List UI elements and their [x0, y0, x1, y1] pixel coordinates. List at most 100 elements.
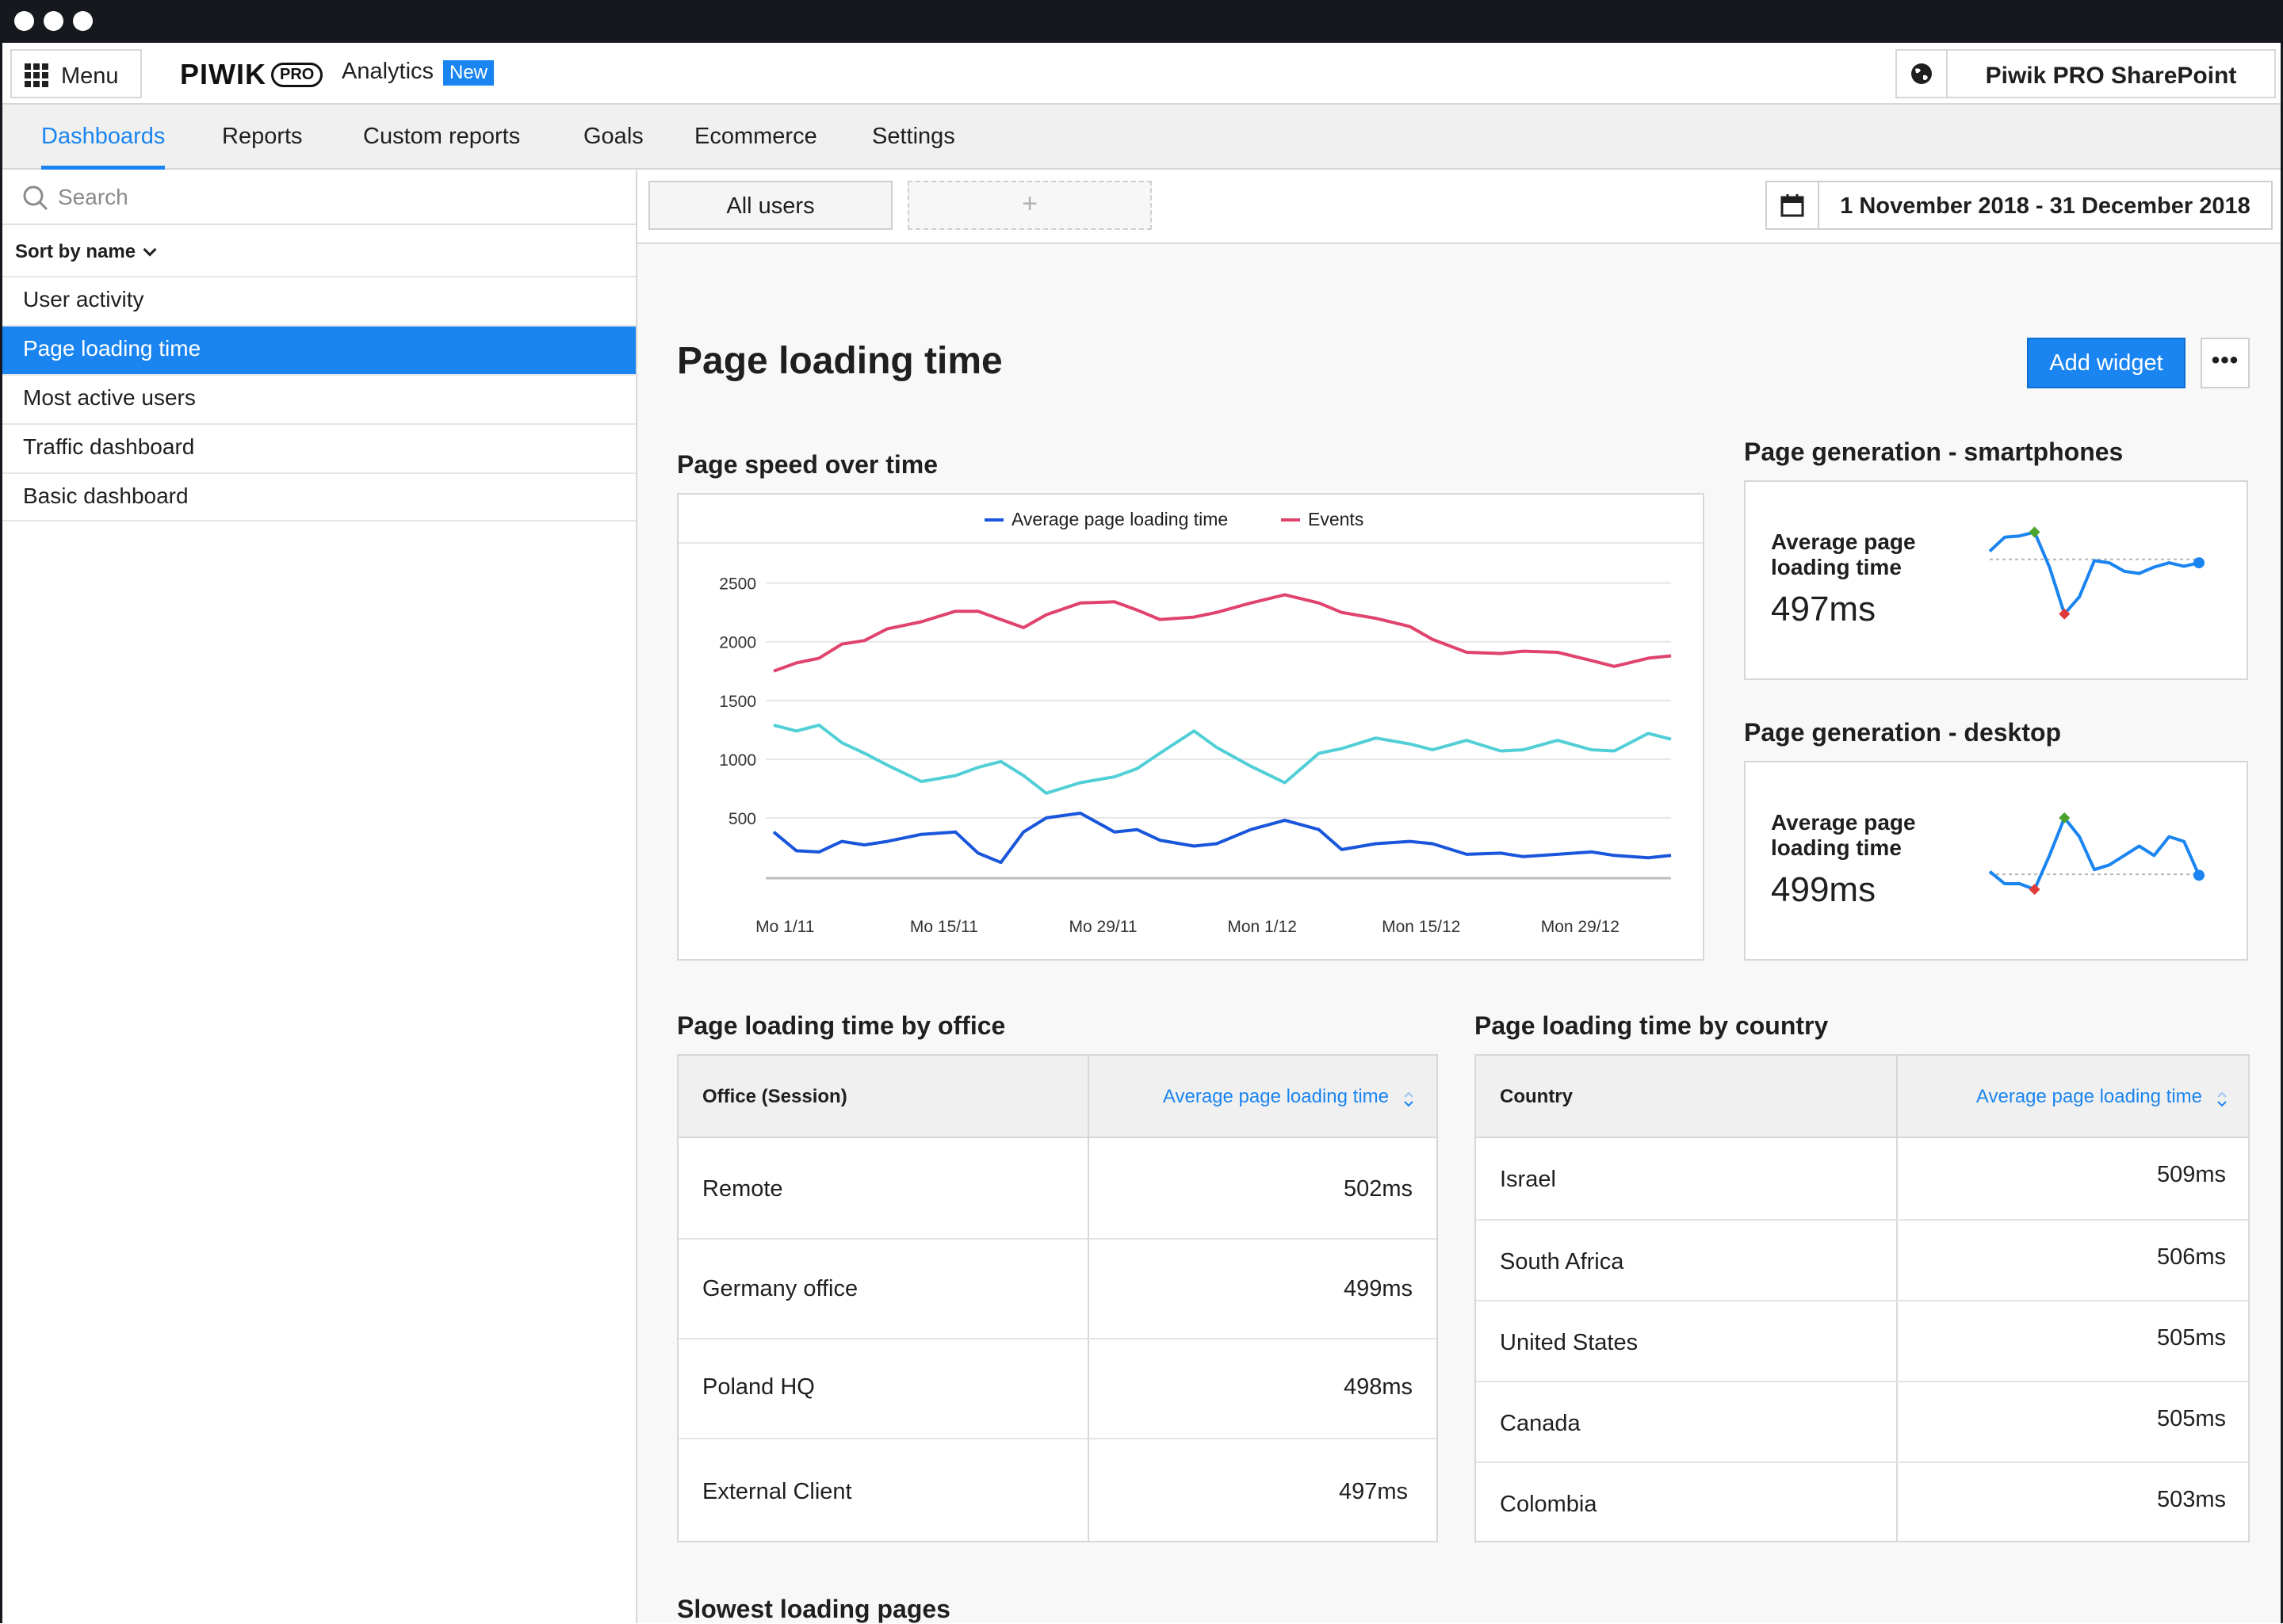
sort-icon[interactable]	[1403, 1091, 1414, 1108]
office-name: External Client	[702, 1479, 852, 1504]
country-name: Israel	[1500, 1167, 1556, 1192]
legend-swatch	[1281, 518, 1300, 522]
sidebar-item-most-active-users[interactable]: Most active users	[2, 374, 636, 423]
min-marker	[2029, 884, 2040, 896]
office-value: 502ms	[1343, 1176, 1413, 1202]
x-tick-label: Mon 29/12	[1541, 918, 1620, 936]
x-tick-label: Mon 1/12	[1227, 918, 1297, 936]
calendar-icon	[1767, 182, 1819, 228]
legend-item-avg-loading[interactable]: Average page loading time	[985, 509, 1228, 530]
country-name: Colombia	[1500, 1492, 1597, 1517]
office-name: Germany office	[702, 1276, 859, 1301]
smartphones-widget: Average page loading time 497ms	[1744, 480, 2248, 680]
table-row[interactable]: Colombia 503ms	[1476, 1462, 2248, 1541]
segment-button[interactable]: All users	[648, 181, 893, 230]
smartphones-title: Page generation - smartphones	[1744, 438, 2124, 466]
add-segment-button[interactable]: +	[908, 181, 1152, 230]
sort-icon[interactable]	[2216, 1091, 2228, 1108]
table-row[interactable]: Remote 502ms	[679, 1138, 1436, 1238]
tab-ecommerce[interactable]: Ecommerce	[694, 124, 817, 149]
office-table: Office (Session) Average page loading ti…	[677, 1054, 1438, 1542]
tab-dashboards[interactable]: Dashboards	[41, 124, 166, 170]
window-zoom-dot[interactable]	[73, 11, 93, 31]
site-selector[interactable]: Piwik PRO SharePoint	[1895, 49, 2276, 98]
table-row[interactable]: External Client 497ms	[679, 1438, 1436, 1541]
sidebar-item-traffic-dashboard[interactable]: Traffic dashboard	[2, 423, 636, 472]
table-row[interactable]: Canada 505ms	[1476, 1381, 2248, 1462]
office-value: 498ms	[1343, 1374, 1413, 1400]
line-chart-plot: 500 1000 1500 2000 2500 Mo 1/11 Mo 15/11 Mo 29/…	[719, 575, 1672, 936]
series-line	[773, 593, 1672, 673]
country-name: United States	[1500, 1330, 1639, 1355]
sparkline-path	[1988, 530, 2200, 616]
desktop-metric-label: Average page loading time	[1771, 810, 1916, 860]
more-options-button[interactable]: •••	[2201, 338, 2250, 388]
desktop-metric-value: 499ms	[1771, 870, 1876, 909]
smartphones-metric-value: 497ms	[1771, 590, 1876, 629]
search-input[interactable]	[58, 181, 613, 214]
series-line	[772, 812, 1672, 865]
table-row[interactable]: Poland HQ 498ms	[679, 1338, 1436, 1438]
y-tick-label: 2500	[719, 575, 756, 594]
dashboard-main: All users + 1 November 2018 - 31 Decembe…	[637, 170, 2281, 1623]
column-divider	[1088, 1056, 1089, 1541]
office-name: Poland HQ	[702, 1374, 815, 1400]
piwik-pro-logo[interactable]: PIWIK PRO	[180, 58, 323, 90]
logo-text: PIWIK	[180, 58, 266, 90]
sidebar-item-page-loading-time[interactable]: Page loading time	[2, 325, 636, 374]
globe-icon	[1897, 51, 1948, 97]
sort-dropdown[interactable]: Sort by name	[15, 241, 157, 263]
add-widget-button[interactable]: Add widget	[2027, 338, 2185, 388]
tab-reports[interactable]: Reports	[222, 124, 303, 149]
tab-custom-reports[interactable]: Custom reports	[363, 124, 521, 149]
country-name: Canada	[1500, 1411, 1581, 1436]
dashboard-sidebar: Sort by name User activity Page loading …	[2, 170, 637, 1623]
slowest-pages-title: Slowest loading pages	[677, 1595, 950, 1623]
date-range-picker[interactable]: 1 November 2018 - 31 December 2018	[1765, 181, 2273, 230]
chart-legend: Average page loading time Events	[679, 495, 1703, 544]
x-tick-label: Mo 29/11	[1069, 918, 1138, 936]
search-icon	[23, 185, 48, 211]
menu-button[interactable]: Menu	[10, 49, 142, 98]
avg-time-column-header[interactable]: Average page loading time	[1975, 1086, 2202, 1107]
y-tick-label: 500	[728, 810, 756, 828]
x-tick-label: Mo 1/11	[755, 918, 814, 936]
country-table-title: Page loading time by country	[1474, 1011, 1829, 1040]
new-badge: New	[443, 60, 495, 86]
min-marker	[2059, 608, 2071, 620]
date-range-label: 1 November 2018 - 31 December 2018	[1840, 193, 2250, 219]
table-row[interactable]: Germany office 499ms	[679, 1238, 1436, 1338]
page-speed-chart: Average page loading time Events 500 1000…	[677, 493, 1704, 961]
country-value: 505ms	[2156, 1406, 2226, 1431]
avg-time-column-header[interactable]: Average page loading time	[1162, 1086, 1389, 1107]
last-value-marker	[2193, 869, 2205, 881]
office-column-header[interactable]: Office (Session)	[702, 1086, 847, 1107]
tab-settings[interactable]: Settings	[872, 124, 955, 149]
country-value: 505ms	[2156, 1325, 2226, 1351]
series-line	[773, 723, 1672, 795]
table-header: Country Average page loading time	[1476, 1056, 2248, 1138]
page-title: Page loading time	[677, 340, 1003, 382]
sidebar-item-user-activity[interactable]: User activity	[2, 276, 636, 325]
office-table-title: Page loading time by office	[677, 1011, 1006, 1040]
sparkline-path	[1988, 816, 2201, 892]
table-row[interactable]: South Africa 506ms	[1476, 1219, 2248, 1300]
legend-item-events[interactable]: Events	[1281, 509, 1363, 530]
top-bar: Menu PIWIK PRO Analytics New Piwik PRO S…	[2, 43, 2281, 105]
window-minimize-dot[interactable]	[44, 11, 63, 31]
office-value: 499ms	[1343, 1276, 1413, 1301]
sidebar-item-basic-dashboard[interactable]: Basic dashboard	[2, 472, 636, 522]
country-column-header[interactable]: Country	[1500, 1086, 1573, 1107]
country-table: Country Average page loading time Israel…	[1474, 1054, 2250, 1542]
app-window: Menu PIWIK PRO Analytics New Piwik PRO S…	[0, 43, 2283, 1623]
max-marker	[2059, 812, 2071, 823]
table-row[interactable]: United States 505ms	[1476, 1300, 2248, 1381]
dashboard-list: User activity Page loading time Most act…	[2, 276, 636, 522]
desktop-title: Page generation - desktop	[1744, 718, 2062, 747]
tab-goals[interactable]: Goals	[583, 124, 644, 149]
window-close-dot[interactable]	[14, 11, 34, 31]
apps-grid-icon	[25, 63, 48, 87]
main-nav: Dashboards Reports Custom reports Goals …	[2, 105, 2281, 170]
desktop-widget: Average page loading time 499ms	[1744, 761, 2248, 961]
table-row[interactable]: Israel 509ms	[1476, 1138, 2248, 1219]
